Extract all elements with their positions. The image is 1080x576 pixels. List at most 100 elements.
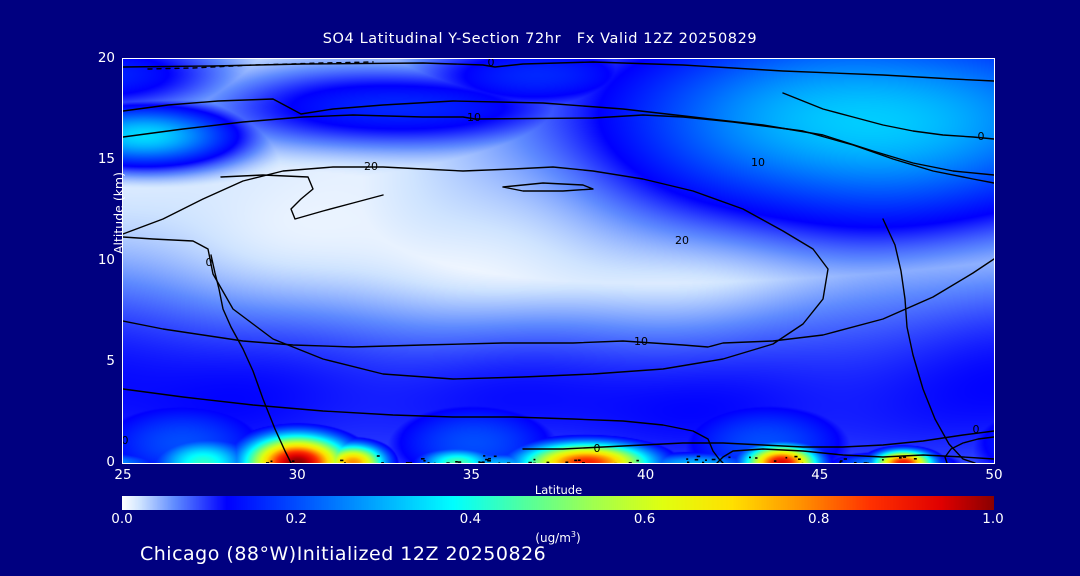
contour-dash-mark bbox=[755, 457, 758, 459]
contour-dash-mark bbox=[899, 457, 902, 459]
plot-title: SO4 Latitudinal Y-Section 72hr Fx Valid … bbox=[322, 31, 758, 47]
y-tick-label: 0 bbox=[106, 454, 115, 470]
y-tick-label: 15 bbox=[97, 151, 115, 167]
contour-dash-mark bbox=[628, 462, 632, 463]
contour-dash-mark bbox=[702, 461, 705, 463]
contour-line bbox=[716, 448, 994, 463]
colorbar: 0.0 0.2 0.4 0.6 0.8 1.0 (ug/m3) bbox=[111, 496, 1004, 545]
contour-dash-mark bbox=[839, 460, 843, 462]
x-tick-label: 35 bbox=[462, 467, 480, 483]
contour-dash-mark bbox=[705, 459, 707, 461]
contour-dash-mark bbox=[266, 462, 270, 463]
contour-dash-mark bbox=[427, 462, 430, 463]
contour-dash-mark bbox=[843, 458, 847, 460]
contour-dash-mark bbox=[728, 456, 731, 459]
contour-dash-mark bbox=[421, 458, 425, 460]
contour-label: 0 bbox=[973, 423, 980, 436]
contour-dash-mark bbox=[270, 460, 273, 463]
contour-dash-mark bbox=[798, 458, 801, 460]
contour-dash-mark bbox=[493, 455, 497, 458]
contour-dash-mark bbox=[696, 455, 701, 458]
contour-dash-mark bbox=[711, 458, 716, 461]
contour-dash-mark bbox=[687, 461, 690, 463]
contour-dash-mark bbox=[291, 460, 295, 462]
unit-text: (ug/m bbox=[535, 531, 571, 545]
contour-dash-mark bbox=[582, 462, 585, 463]
contour-label: 0 bbox=[978, 130, 985, 143]
contour-dash-mark bbox=[694, 458, 699, 461]
contour-dash-mark bbox=[479, 461, 483, 463]
contour-dash-mark bbox=[507, 462, 511, 463]
contour-dash-mark bbox=[577, 459, 581, 461]
x-tick-label: 45 bbox=[811, 467, 829, 483]
contour-line bbox=[123, 388, 724, 463]
contour-dash-mark bbox=[483, 455, 486, 457]
contour-line bbox=[147, 61, 374, 70]
y-axis-label: Altitude (km) bbox=[111, 172, 126, 254]
contour-overlay: 0 10 20 0 10 0 20 10 0 0 0 bbox=[123, 59, 994, 463]
colorbar-tick-label: 0.8 bbox=[808, 511, 830, 527]
contour-dash-mark bbox=[882, 459, 884, 461]
colorbar-tick-label: 0.2 bbox=[285, 511, 307, 527]
contour-dash-mark bbox=[376, 455, 380, 457]
x-tick-label: 40 bbox=[637, 467, 655, 483]
contour-dash-mark bbox=[344, 462, 346, 463]
contour-line bbox=[123, 98, 994, 176]
contour-dash-mark bbox=[773, 460, 777, 462]
x-tick-label: 25 bbox=[114, 467, 132, 483]
contour-line bbox=[944, 436, 994, 463]
contour-dash-mark bbox=[487, 460, 491, 462]
contour-label: 0 bbox=[206, 256, 213, 269]
contour-line bbox=[522, 430, 994, 450]
contour-dash-mark bbox=[455, 461, 458, 463]
contour-label: 0 bbox=[123, 434, 129, 447]
contour-label: 0 bbox=[594, 442, 601, 455]
y-tick-label: 20 bbox=[97, 50, 115, 66]
contour-dash-mark bbox=[546, 461, 550, 463]
contour-dash-mark bbox=[913, 458, 917, 460]
x-tick-label: 50 bbox=[985, 467, 1003, 483]
colorbar-tick-label: 1.0 bbox=[982, 511, 1004, 527]
contour-dash-mark bbox=[405, 462, 410, 463]
contour-label: 10 bbox=[751, 156, 765, 169]
colorbar-tick-label: 0.0 bbox=[111, 511, 133, 527]
contour-dash-mark bbox=[478, 461, 481, 463]
contour-dash-mark bbox=[749, 456, 751, 459]
contour-line bbox=[123, 61, 994, 82]
contour-dash-mark bbox=[533, 458, 536, 461]
contour-dash-mark bbox=[423, 460, 426, 462]
contour-line bbox=[210, 254, 292, 463]
contour-line bbox=[220, 174, 384, 220]
contour-dash-mark bbox=[902, 456, 907, 458]
contour-line bbox=[123, 166, 829, 380]
contour-line bbox=[123, 258, 994, 348]
contour-label: 0 bbox=[488, 59, 495, 69]
x-tick-label: 30 bbox=[288, 467, 306, 483]
contour-label: 10 bbox=[634, 335, 648, 348]
contour-dash-mark bbox=[485, 458, 489, 461]
contour-dash-mark bbox=[446, 462, 450, 463]
y-tick-label: 5 bbox=[106, 353, 115, 369]
contour-dash-mark bbox=[794, 455, 798, 458]
unit-close: ) bbox=[576, 531, 581, 545]
contour-dash-mark bbox=[565, 461, 569, 463]
contour-dash-mark bbox=[381, 462, 384, 463]
contour-dash-mark bbox=[574, 459, 578, 462]
contour-dash-mark bbox=[854, 462, 857, 463]
contour-label: 10 bbox=[467, 111, 481, 124]
contour-label: 20 bbox=[364, 160, 378, 173]
x-axis-label: Latitude bbox=[534, 483, 583, 497]
colorbar-tick-label: 0.6 bbox=[633, 511, 656, 527]
contour-dash-mark bbox=[457, 461, 462, 463]
colorbar-gradient bbox=[122, 496, 994, 510]
contour-dash-mark bbox=[409, 462, 413, 463]
contour-dash-mark bbox=[340, 459, 344, 462]
contour-dash-mark bbox=[686, 458, 689, 460]
contour-dash-mark bbox=[839, 461, 842, 463]
colorbar-tick-label: 0.4 bbox=[459, 511, 482, 527]
contour-line bbox=[123, 114, 994, 184]
contour-dash-mark bbox=[863, 462, 868, 463]
plot-footer: Chicago (88°W)Initialized 12Z 20250826 bbox=[140, 543, 547, 565]
colorbar-unit-label: (ug/m3) bbox=[122, 530, 994, 545]
contour-line bbox=[882, 218, 976, 463]
